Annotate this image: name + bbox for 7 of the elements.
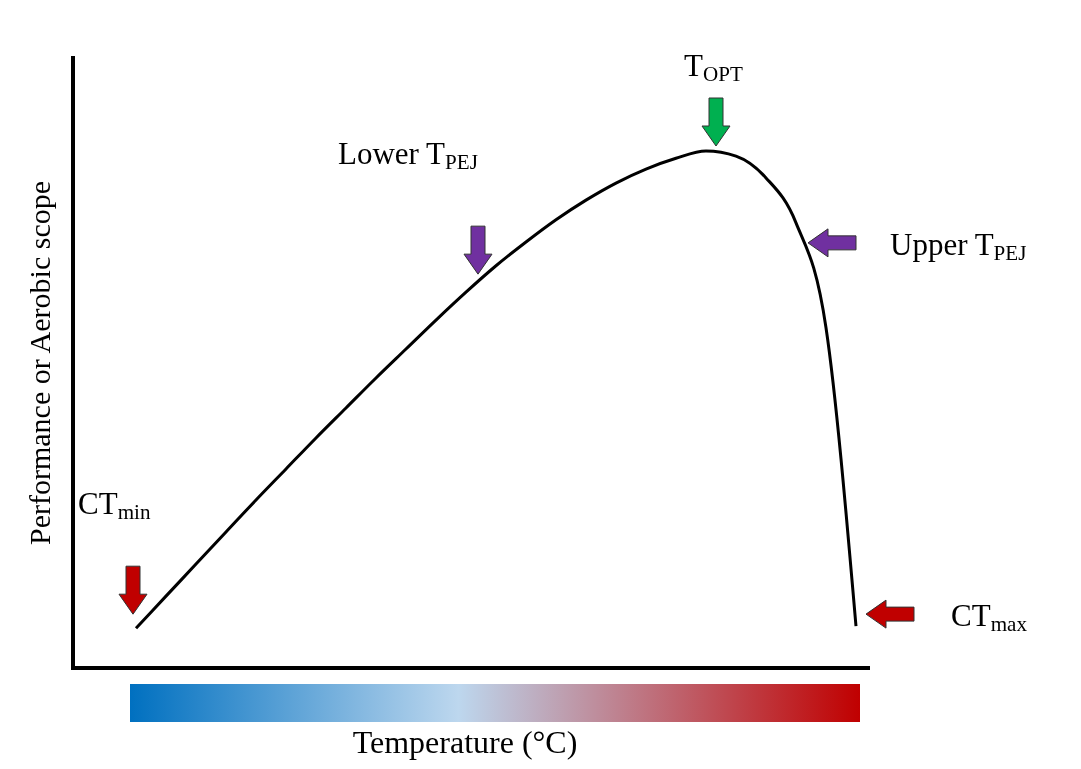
text: Upper T$_{PEJ}$	[890, 226, 1027, 266]
x-axis-title: Temperature (°C)	[352, 724, 578, 760]
text: CT$_{max}$	[951, 598, 1028, 637]
annotation: Lower T$_{PEJ}$	[338, 136, 478, 175]
text: T$_{OPT}$	[684, 48, 743, 87]
annotation: CT$_{min}$	[78, 486, 151, 525]
y-axis-title: Performance or Aerobic scope	[23, 180, 56, 546]
